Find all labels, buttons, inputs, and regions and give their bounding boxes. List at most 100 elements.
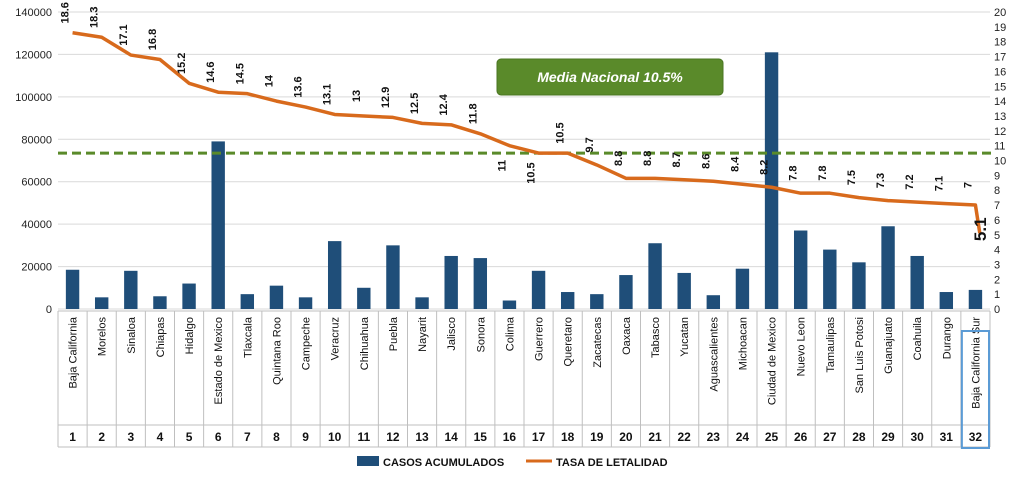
lethality-value-label: 12.9 bbox=[380, 87, 392, 108]
lethality-value-label: 8.7 bbox=[671, 152, 683, 167]
right-tick-label: 6 bbox=[994, 215, 1000, 227]
category-label: Guanajuato bbox=[883, 317, 895, 374]
category-label: San Luis Potosi bbox=[854, 317, 866, 393]
legend-label-line: TASA DE LETALIDAD bbox=[556, 457, 668, 469]
left-tick-label: 60000 bbox=[21, 177, 52, 189]
category-index: 15 bbox=[474, 430, 488, 444]
lethality-value-label: 18.6 bbox=[60, 2, 72, 23]
category-label: Veracruz bbox=[330, 317, 342, 360]
right-tick-label: 8 bbox=[994, 185, 1000, 197]
left-axis-ticks: 0 20000 40000 60000 80000 100000 120000 140000 bbox=[15, 7, 52, 316]
left-tick-label: 40000 bbox=[21, 219, 52, 231]
lethality-value-label: 15.2 bbox=[176, 53, 188, 74]
category-index: 24 bbox=[736, 430, 750, 444]
bar bbox=[386, 245, 400, 309]
bar bbox=[881, 226, 895, 309]
category-label: Chihuahua bbox=[359, 316, 371, 370]
category-label: Baja California bbox=[68, 316, 80, 388]
category-label: Guerrero bbox=[534, 317, 546, 361]
lethality-value-label: 13 bbox=[351, 90, 363, 102]
right-tick-label: 2 bbox=[994, 274, 1000, 286]
lethality-value-label: 17.1 bbox=[118, 24, 130, 45]
category-label: Queretaro bbox=[563, 317, 575, 367]
lethality-value-label: 18.3 bbox=[89, 7, 101, 28]
bar bbox=[910, 255, 924, 309]
lethality-value-label: 12.5 bbox=[409, 93, 421, 114]
right-tick-label: 15 bbox=[994, 81, 1006, 93]
bar bbox=[939, 292, 954, 309]
category-index: 30 bbox=[911, 430, 925, 444]
left-tick-label: 0 bbox=[46, 304, 52, 316]
bar bbox=[823, 249, 837, 309]
category-label: Tabasco bbox=[650, 317, 662, 358]
category-index: 7 bbox=[244, 430, 251, 444]
bar bbox=[590, 294, 604, 309]
category-label: Nuevo Leon bbox=[796, 317, 808, 376]
category-index: 31 bbox=[940, 430, 954, 444]
bar bbox=[735, 268, 750, 309]
lethality-line bbox=[72, 31, 982, 234]
right-tick-label: 4 bbox=[994, 245, 1000, 257]
lethality-value-label: 12.4 bbox=[438, 93, 450, 115]
category-index: 26 bbox=[794, 430, 808, 444]
left-tick-label: 140000 bbox=[15, 7, 52, 19]
bar bbox=[793, 230, 808, 309]
right-tick-label: 13 bbox=[994, 111, 1006, 123]
right-tick-label: 12 bbox=[994, 126, 1006, 138]
annotation-box bbox=[496, 58, 724, 96]
lethality-value-label: 7.8 bbox=[817, 166, 829, 181]
lethality-value-label: 16.8 bbox=[147, 29, 159, 50]
category-index: 2 bbox=[98, 430, 105, 444]
left-tick-label: 20000 bbox=[21, 262, 52, 274]
bar bbox=[764, 52, 779, 310]
gridlines bbox=[58, 11, 990, 310]
lethality-value-label: 14.6 bbox=[205, 61, 217, 82]
lethality-value-label: 8.8 bbox=[613, 151, 625, 166]
lethality-value-label: 11 bbox=[496, 160, 508, 172]
lethality-value-label: 7.8 bbox=[788, 166, 800, 181]
legend-label-bars: CASOS ACUMULADOS bbox=[383, 457, 504, 469]
lethality-value-label: 7.1 bbox=[933, 176, 945, 191]
bar bbox=[444, 255, 458, 309]
bar bbox=[852, 262, 866, 309]
lethality-value-label: 10.5 bbox=[555, 122, 567, 143]
category-label: Zacatecas bbox=[592, 317, 604, 368]
category-index: 14 bbox=[445, 430, 459, 444]
category-index: 19 bbox=[590, 430, 604, 444]
bar bbox=[211, 141, 225, 309]
category-label: Colima bbox=[504, 316, 516, 351]
category-label: Yucatan bbox=[679, 317, 691, 357]
lethality-value-label: 7.2 bbox=[904, 174, 916, 189]
right-tick-label: 5 bbox=[994, 230, 1000, 242]
category-table bbox=[57, 310, 991, 448]
category-index: 4 bbox=[157, 430, 164, 444]
category-label: Morelos bbox=[97, 317, 109, 357]
right-tick-label: 11 bbox=[994, 141, 1005, 153]
lethality-value-label: 9.7 bbox=[584, 137, 596, 152]
right-tick-label: 7 bbox=[994, 200, 1000, 212]
right-tick-label: 17 bbox=[994, 52, 1006, 64]
category-index: 32 bbox=[969, 430, 983, 444]
lethality-data-labels: 18.6 18.3 17.1 16.8 15.2 14.6 14.5 14 13.6 13.1 13… bbox=[60, 2, 975, 191]
category-label: Baja California Sur bbox=[970, 317, 982, 409]
bar bbox=[502, 300, 517, 309]
bar bbox=[706, 295, 721, 309]
category-index: 22 bbox=[678, 430, 692, 444]
bar bbox=[415, 297, 429, 309]
media-nacional-annotation: Media Nacional 10.5% bbox=[496, 58, 724, 96]
category-label: Estado de Mexico bbox=[213, 317, 225, 404]
category-index: 8 bbox=[273, 430, 280, 444]
bar bbox=[124, 270, 138, 309]
category-index: 21 bbox=[648, 430, 662, 444]
category-label: Campeche bbox=[301, 317, 313, 370]
right-tick-label: 14 bbox=[994, 96, 1006, 108]
category-index: 27 bbox=[823, 430, 837, 444]
category-label: Nayarit bbox=[417, 317, 429, 352]
bar bbox=[153, 296, 167, 309]
bar bbox=[968, 289, 983, 309]
category-label: Tlaxcala bbox=[242, 316, 254, 358]
category-index: 20 bbox=[619, 430, 633, 444]
lethality-value-label: 13.1 bbox=[322, 84, 334, 105]
